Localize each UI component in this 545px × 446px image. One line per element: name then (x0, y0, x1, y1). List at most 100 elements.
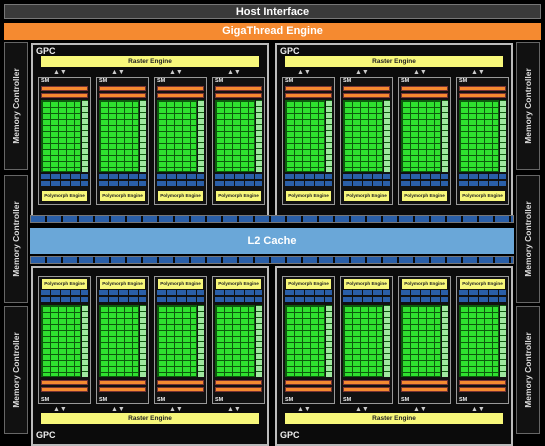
ld-st-units (140, 100, 146, 172)
cache-row (99, 174, 146, 179)
dispatch-bar (41, 387, 88, 392)
raster-engine: Raster Engine (41, 56, 259, 67)
register-bar (285, 93, 332, 98)
arrows: ▲▼ (413, 69, 427, 76)
cuda-core-grid (215, 305, 255, 377)
polymorph-engine: Polymorph Engine (100, 191, 145, 201)
l2-top-strip (30, 215, 514, 223)
cuda-core-grid (459, 305, 499, 377)
dispatch-bar (99, 387, 146, 392)
streaming-multiprocessor: SM Polymorph Engine (154, 276, 207, 404)
streaming-multiprocessor: SM Polymorph Engine (456, 276, 509, 404)
register-bar (459, 380, 506, 385)
ld-st-units (256, 100, 262, 172)
register-bar (157, 93, 204, 98)
streaming-multiprocessor: SM Polymorph Engine (282, 276, 335, 404)
dispatch-bar (459, 387, 506, 392)
polymorph-engine: Polymorph Engine (344, 279, 389, 289)
register-bar (99, 380, 146, 385)
cuda-core-grid (215, 100, 255, 172)
sm-label: SM (157, 78, 166, 84)
polymorph-engine: Polymorph Engine (286, 191, 331, 201)
texture-row (401, 290, 448, 295)
cuda-core-grid (41, 100, 81, 172)
streaming-multiprocessor: SM Polymorph Engine (398, 276, 451, 404)
cuda-core-grid (401, 100, 441, 172)
cache-row (401, 174, 448, 179)
ld-st-units (198, 305, 204, 377)
ld-st-units (82, 305, 88, 377)
sm-label: SM (41, 397, 50, 403)
l2-bottom-strip (30, 256, 514, 264)
polymorph-engine: Polymorph Engine (286, 279, 331, 289)
cache-row (157, 297, 204, 302)
polymorph-engine: Polymorph Engine (42, 191, 87, 201)
dispatch-bar (285, 86, 332, 91)
sm-label: SM (343, 78, 352, 84)
gpc: GPC Raster Engine ▲▼ SM Polymorph Engine ▲▼ SM… (275, 266, 513, 446)
register-bar (99, 93, 146, 98)
arrows: ▲▼ (471, 406, 485, 413)
sm-label: SM (99, 78, 108, 84)
memory-controller-label: Memory Controller (523, 332, 533, 408)
l2-cache: L2 Cache (30, 228, 514, 254)
register-bar (285, 380, 332, 385)
register-bar (343, 93, 390, 98)
arrows: ▲▼ (169, 406, 183, 413)
memory-controller: Memory Controller (4, 175, 28, 303)
streaming-multiprocessor: SM Polymorph Engine (96, 276, 149, 404)
sm-label: SM (285, 397, 294, 403)
cuda-core-grid (285, 100, 325, 172)
gpc-label: GPC (280, 430, 300, 440)
polymorph-engine: Polymorph Engine (100, 279, 145, 289)
memory-controller: Memory Controller (516, 306, 540, 434)
dispatch-bar (215, 86, 262, 91)
ld-st-units (442, 305, 448, 377)
gigathread-engine: GigaThread Engine (4, 23, 541, 40)
dispatch-bar (157, 86, 204, 91)
dispatch-bar (99, 86, 146, 91)
texture-row (99, 181, 146, 186)
cache-row (215, 297, 262, 302)
ld-st-units (500, 305, 506, 377)
cache-row (41, 174, 88, 179)
arrows: ▲▼ (355, 69, 369, 76)
dispatch-bar (343, 387, 390, 392)
ld-st-units (500, 100, 506, 172)
gpc-label: GPC (280, 46, 300, 56)
arrows: ▲▼ (297, 69, 311, 76)
dispatch-bar (401, 86, 448, 91)
cuda-core-grid (343, 100, 383, 172)
arrows: ▲▼ (53, 406, 67, 413)
cache-row (41, 297, 88, 302)
sm-label: SM (215, 397, 224, 403)
cuda-core-grid (343, 305, 383, 377)
ld-st-units (384, 100, 390, 172)
dispatch-bar (401, 387, 448, 392)
sm-label: SM (459, 78, 468, 84)
polymorph-engine: Polymorph Engine (402, 279, 447, 289)
cuda-core-grid (41, 305, 81, 377)
polymorph-engine: Polymorph Engine (216, 191, 261, 201)
cache-row (215, 174, 262, 179)
sm-label: SM (215, 78, 224, 84)
arrows: ▲▼ (355, 406, 369, 413)
arrows: ▲▼ (111, 69, 125, 76)
register-bar (401, 380, 448, 385)
arrows: ▲▼ (413, 406, 427, 413)
texture-row (285, 181, 332, 186)
gpc-label: GPC (36, 430, 56, 440)
dispatch-bar (343, 86, 390, 91)
raster-engine: Raster Engine (285, 413, 503, 424)
streaming-multiprocessor: SM Polymorph Engine (212, 77, 265, 205)
sm-label: SM (401, 397, 410, 403)
cache-row (157, 174, 204, 179)
texture-row (459, 290, 506, 295)
cache-row (99, 297, 146, 302)
arrows: ▲▼ (53, 69, 67, 76)
ld-st-units (198, 100, 204, 172)
ld-st-units (82, 100, 88, 172)
raster-engine: Raster Engine (285, 56, 503, 67)
streaming-multiprocessor: SM Polymorph Engine (212, 276, 265, 404)
ld-st-units (140, 305, 146, 377)
